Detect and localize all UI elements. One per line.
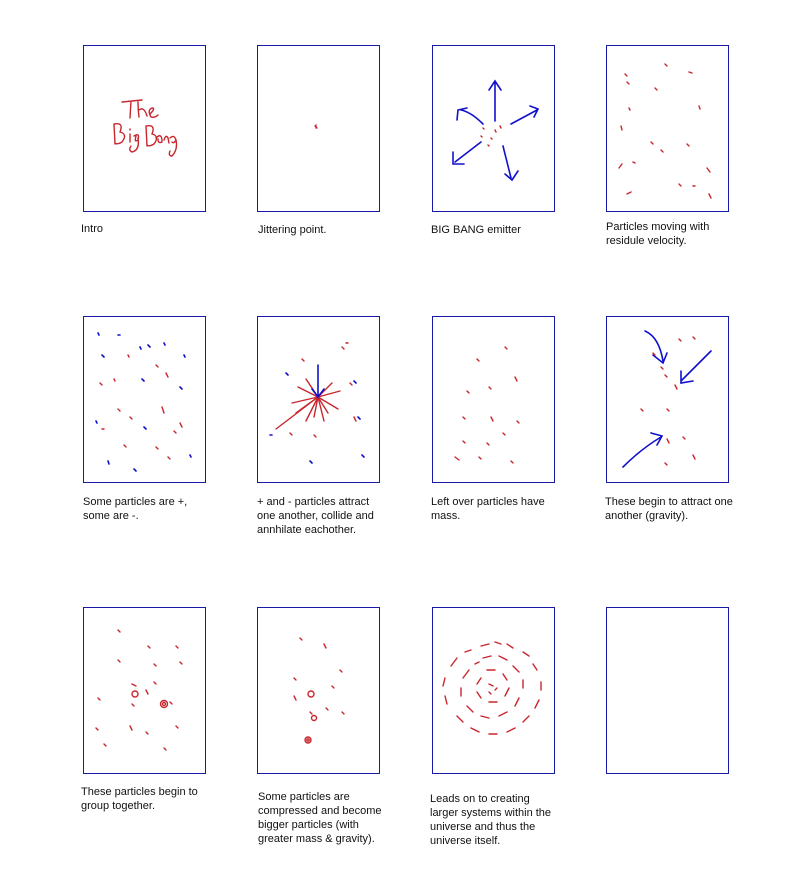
handwriting-the-big-bang [113,99,178,157]
storyboard-frame-compress [257,607,380,774]
caption-jitter: Jittering point. [258,224,327,236]
gravity-attraction [622,330,712,468]
storyboard-frame-annihilate [257,316,380,483]
residue-particles [618,63,712,199]
caption-compress: Some particles are compressed and become… [258,791,382,845]
storyboard-frame-emitter [432,45,555,212]
storyboard-frame-residue [606,45,729,212]
grouping-particles [95,629,183,751]
massive-particles [454,346,520,464]
storyboard-frame-intro [83,45,206,212]
caption-annihilate: + and - particles attract one another, c… [257,496,374,536]
storyboard-frame-blank [606,607,729,774]
spiral-systems [442,641,542,735]
caption-mass: Left over particles have mass. [431,496,545,522]
storyboard-frame-mass [432,316,555,483]
jittering-point [314,124,318,129]
charged-particles [95,332,192,472]
caption-charge: Some particles are +, some are -. [83,496,188,522]
caption-gravity: These begin to attract one another (grav… [605,496,733,522]
storyboard-frame-jitter [257,45,380,212]
annihilation-collision [269,342,365,464]
caption-group: These particles begin to group together. [81,786,198,812]
storyboard-frame-gravity [606,316,729,483]
compressed-particles [293,637,345,744]
storyboard-frame-systems [432,607,555,774]
storyboard-frame-group [83,607,206,774]
emitter-arrows [452,79,540,182]
caption-intro: Intro [81,223,104,235]
caption-systems: Leads on to creating larger systems with… [430,793,552,847]
storyboard-frame-charge [83,316,206,483]
caption-emitter: BIG BANG emitter [431,224,521,236]
caption-residue: Particles moving with residule velocity. [606,221,710,247]
